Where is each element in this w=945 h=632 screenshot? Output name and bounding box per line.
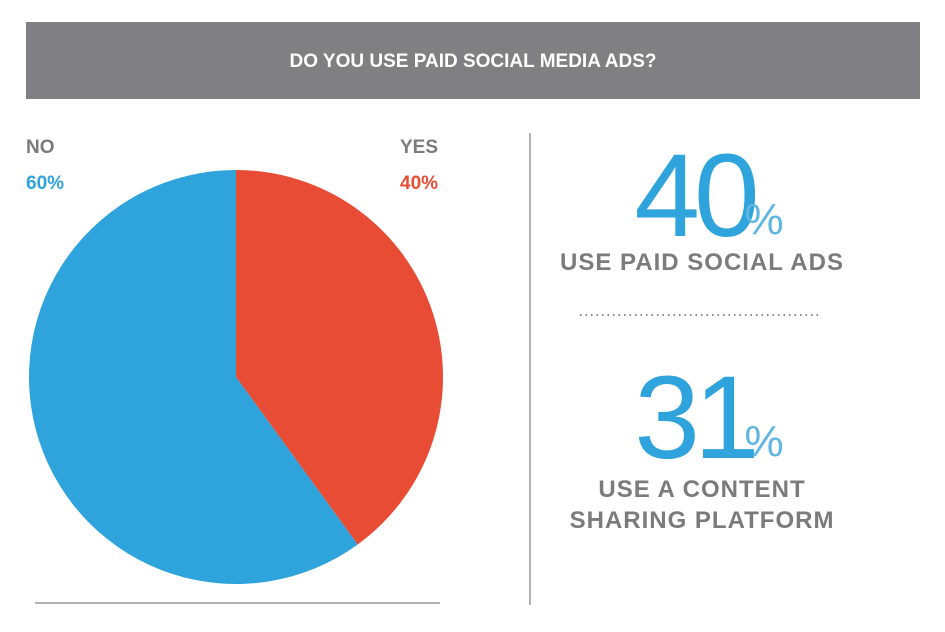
- stat-unit: %: [744, 195, 783, 244]
- stat-label: USE A CONTENT: [598, 476, 805, 503]
- stat-value: 31: [634, 352, 754, 484]
- stat-value: 40: [634, 130, 756, 262]
- stat-unit: %: [744, 417, 783, 466]
- header-bar: [26, 22, 920, 99]
- chart-title: DO YOU USE PAID SOCIAL MEDIA ADS?: [289, 51, 656, 72]
- pie-slice: [28, 170, 358, 584]
- slice-value-label: 60%: [26, 173, 64, 194]
- pie-slice: [236, 170, 443, 545]
- stat-label: USE PAID SOCIAL ADS: [560, 249, 844, 276]
- slice-label: YES: [400, 137, 438, 158]
- slice-label: NO: [26, 137, 55, 158]
- stat-number: 31: [634, 352, 754, 484]
- slice-value-label: 40%: [400, 173, 438, 194]
- stat-number: 40: [634, 130, 756, 262]
- stat-label: SHARING PLATFORM: [570, 507, 835, 534]
